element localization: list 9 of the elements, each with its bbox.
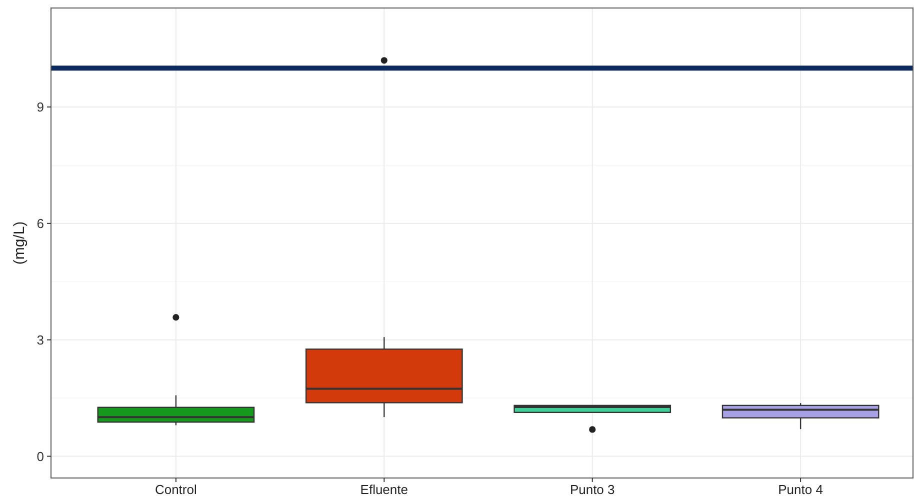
y-tick-label: 9 [36, 100, 44, 115]
y-tick-label: 0 [36, 448, 44, 464]
x-tick-label: Control [154, 482, 197, 497]
y-tick-label: 3 [36, 332, 44, 348]
x-tick-label: Punto 3 [570, 482, 615, 497]
y-axis-title: (mg/L) [11, 221, 28, 265]
y-tick-label: 6 [36, 216, 44, 231]
x-tick-label: Efluente [360, 482, 408, 497]
x-tick-label: Punto 4 [778, 482, 823, 497]
